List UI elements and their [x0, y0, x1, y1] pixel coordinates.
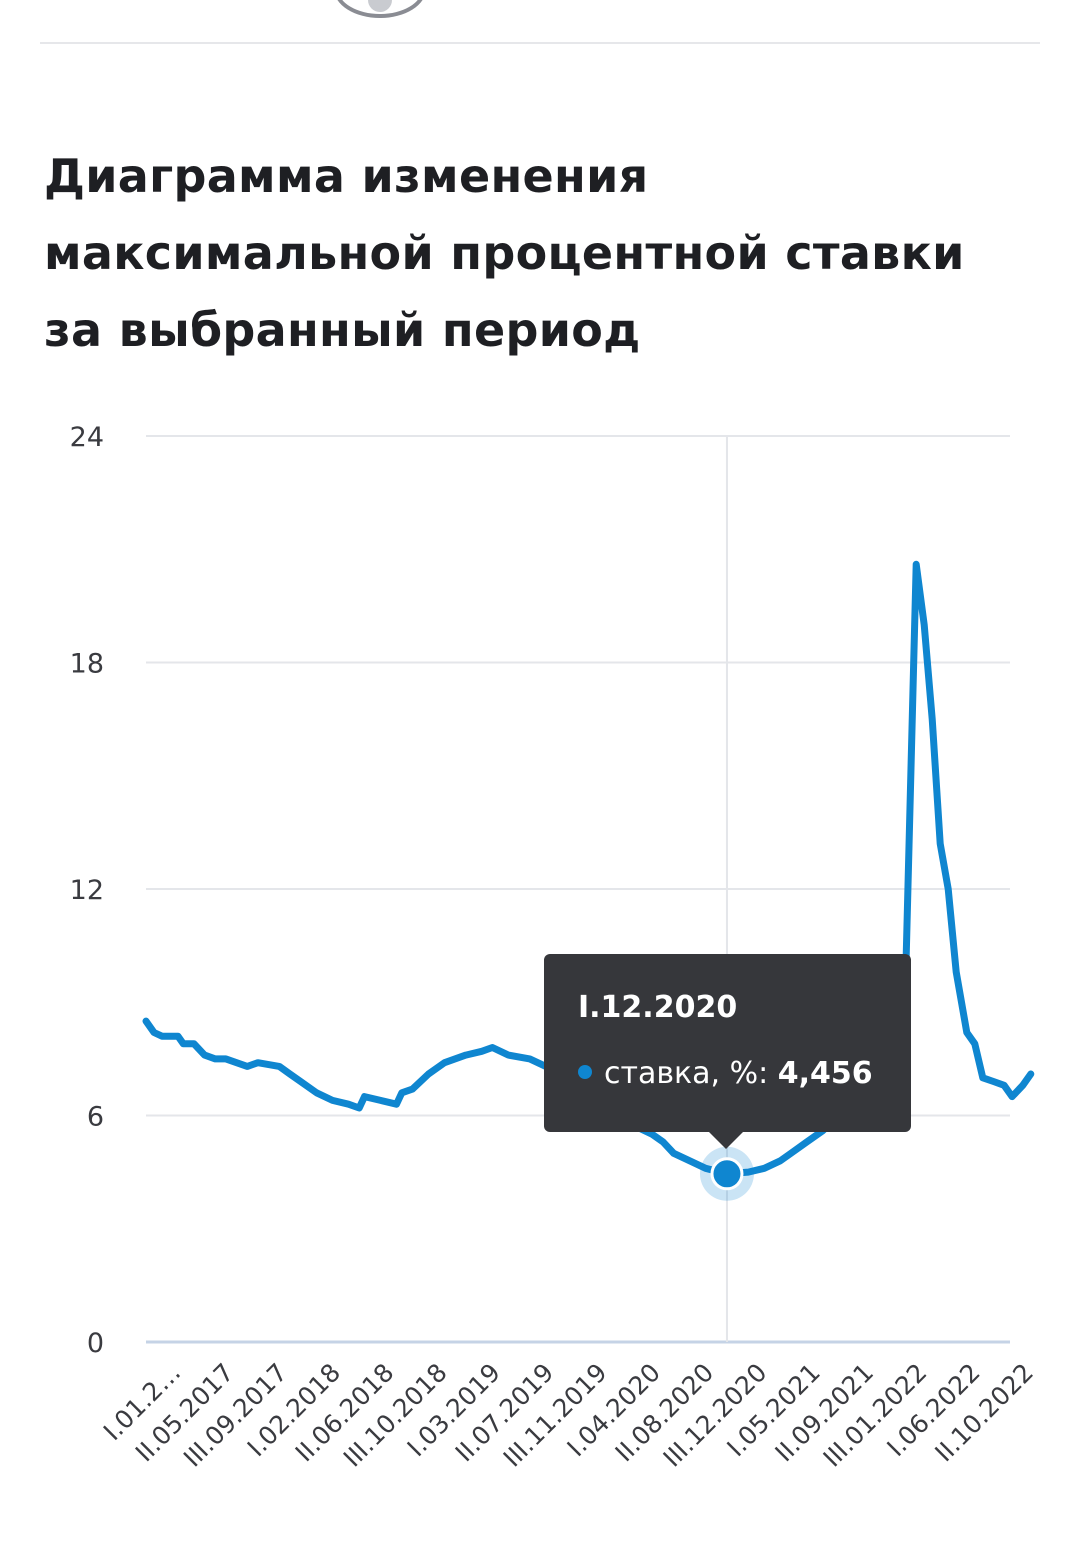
tooltip-series-label: ставка, %:: [604, 1056, 769, 1091]
legend-dot-icon: [578, 1065, 592, 1079]
highlight-point[interactable]: [710, 1157, 744, 1191]
y-tick-label: 12: [70, 875, 104, 906]
tooltip-date: I.12.2020: [578, 990, 738, 1025]
chart-title: Диаграмма изменения максимальной процент…: [44, 149, 965, 357]
tooltip-series-row: ставка, %: 4,456: [578, 1056, 873, 1091]
y-tick-label: 18: [70, 649, 104, 680]
chart-tooltip: I.12.2020 ставка, %: 4,456: [544, 954, 911, 1149]
y-tick-label: 24: [70, 422, 104, 453]
y-tick-label: 6: [87, 1102, 104, 1133]
header-divider: [40, 42, 1040, 44]
tooltip-value: 4,456: [777, 1056, 873, 1091]
y-tick-label: 0: [87, 1328, 104, 1359]
